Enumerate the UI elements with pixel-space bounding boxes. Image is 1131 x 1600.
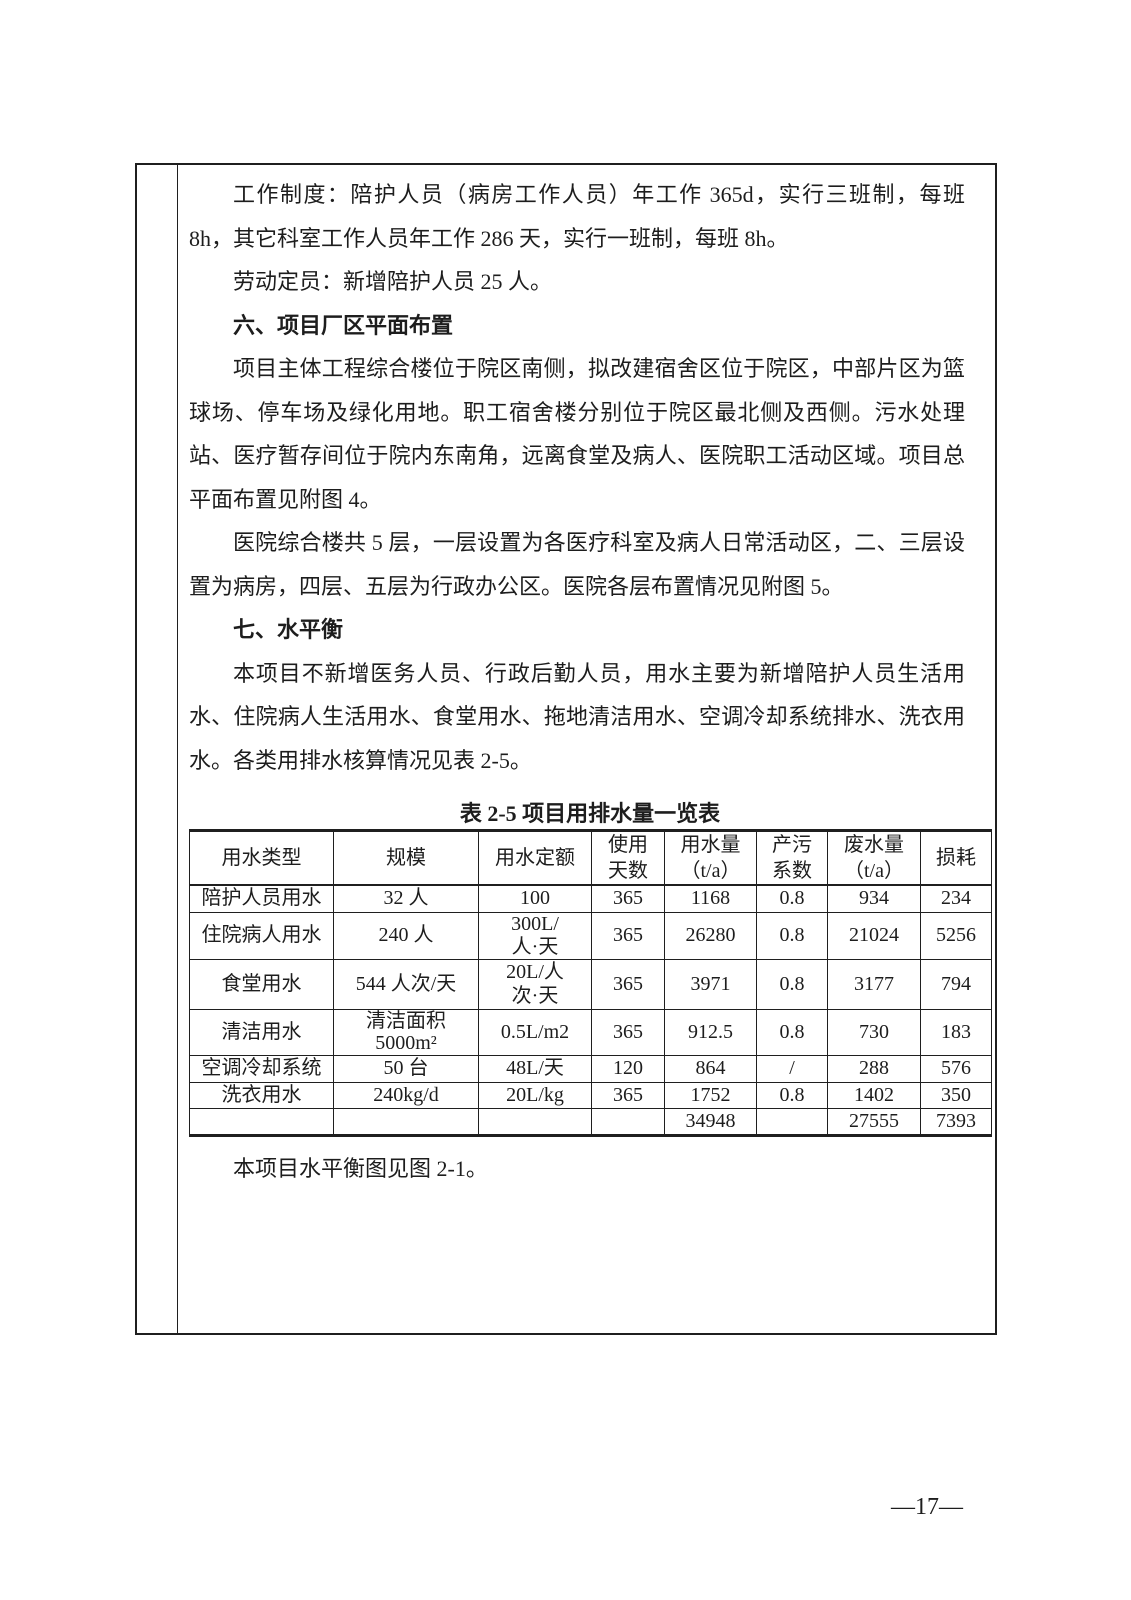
table-cell: 365 bbox=[591, 958, 665, 1010]
table-cell: 3971 bbox=[664, 958, 757, 1010]
table-cell: 50 台 bbox=[333, 1054, 479, 1083]
heading-section-seven: 七、水平衡 bbox=[233, 617, 344, 642]
table-header-cell-4: 用水量 （t/a） bbox=[664, 830, 757, 886]
table-cell: 0.8 bbox=[756, 911, 828, 960]
water-table-body: 陪护人员用水 32 人 100 365 1168 0.8 934 234 住院病人用水 240 人… bbox=[189, 884, 992, 1136]
table-row-4: 空调冷却系统 50 台 48L/天 120 864/288 576 bbox=[189, 1054, 992, 1083]
table-cell: 234 bbox=[920, 884, 992, 913]
table-cell: 0.8 bbox=[756, 884, 828, 913]
paragraph-site-layout-1: 项目主体工程综合楼位于院区南侧，拟改建宿舍区位于院区，中部片区为篮球场、停车场及… bbox=[189, 356, 965, 512]
table-cell: 240kg/d bbox=[333, 1081, 479, 1109]
table-cell: 27555 bbox=[827, 1107, 921, 1136]
table-header-cell-3: 使用 天数 bbox=[591, 830, 665, 886]
table-cell: 240 人 bbox=[333, 911, 479, 960]
paragraph-water-balance-note: 本项目水平衡图见图 2-1。 bbox=[233, 1155, 488, 1181]
table-row-2: 食堂用水 544 人次/天 20L/人 次·天 365 3971 0.8 3177 794 bbox=[189, 958, 992, 1010]
table-header-row: 用水类型 规模 用水定额 使用 天数 用水量 （t/a） 产污 系数 废水量 （t/a） 损耗 bbox=[189, 830, 992, 886]
table-row-1: 住院病人用水 240 人 300L/ 人·天 365 26280 0.8 21024 5256 bbox=[189, 911, 992, 960]
table-cell: 934 bbox=[827, 884, 921, 913]
table-cell: 288 bbox=[827, 1054, 921, 1083]
table-cell: 350 bbox=[920, 1081, 992, 1109]
paragraph-staffing: 劳动定员：新增陪护人员 25 人。 bbox=[233, 269, 553, 294]
table-cell: 1752 bbox=[664, 1081, 757, 1109]
table-cell: 26280 bbox=[664, 911, 757, 960]
table-cell: 0.8 bbox=[756, 1081, 828, 1109]
table-cell: 20L/kg bbox=[478, 1081, 592, 1109]
table-cell: 544 人次/天 bbox=[333, 958, 479, 1010]
table-cell: 365 bbox=[591, 884, 665, 913]
table-row-6: 34948 27555 7393 bbox=[189, 1107, 992, 1136]
table-cell: 365 bbox=[591, 1081, 665, 1109]
table-cell: / bbox=[756, 1054, 828, 1083]
table-cell: 864 bbox=[664, 1054, 757, 1083]
table-cell: 365 bbox=[591, 1008, 665, 1056]
table-cell: 365 bbox=[591, 911, 665, 960]
table-cell: 576 bbox=[920, 1054, 992, 1083]
table-cell: 清洁用水 bbox=[189, 1008, 334, 1056]
table-row-0: 陪护人员用水 32 人 100 365 1168 0.8 934 234 bbox=[189, 884, 992, 913]
table-cell bbox=[333, 1107, 479, 1136]
table-cell: 空调冷却系统 bbox=[189, 1054, 334, 1083]
content-border-box: 工作制度：陪护人员（病房工作人员）年工作 365d，实行三班制，每班 8h，其它… bbox=[135, 163, 997, 1335]
table-cell: 0.8 bbox=[756, 958, 828, 1010]
table-header-cell-5: 产污 系数 bbox=[756, 830, 828, 886]
paragraph-site-layout-2: 医院综合楼共 5 层，一层设置为各医疗科室及病人日常活动区，二、三层设置为病房，… bbox=[189, 530, 965, 599]
table-row-5: 洗衣用水 240kg/d 20L/kg 365 1752 0.8 1402 350 bbox=[189, 1081, 992, 1109]
table-cell: 住院病人用水 bbox=[189, 911, 334, 960]
table-header-cell-1: 规模 bbox=[333, 830, 479, 886]
table-cell: 48L/天 bbox=[478, 1054, 592, 1083]
table-cell: 300L/ 人·天 bbox=[478, 911, 592, 960]
table-cell: 食堂用水 bbox=[189, 958, 334, 1010]
table-cell: 183 bbox=[920, 1008, 992, 1056]
table-cell bbox=[189, 1107, 334, 1136]
table-header-cell-0: 用水类型 bbox=[189, 830, 334, 886]
table-cell bbox=[756, 1107, 828, 1136]
table-cell: 32 人 bbox=[333, 884, 479, 913]
table-cell: 120 bbox=[591, 1054, 665, 1083]
table-cell: 912.5 bbox=[664, 1008, 757, 1056]
table-cell: 1402 bbox=[827, 1081, 921, 1109]
table-cell: 794 bbox=[920, 958, 992, 1010]
table-cell: 7393 bbox=[920, 1107, 992, 1136]
table-cell: 洗衣用水 bbox=[189, 1081, 334, 1109]
table-header-cell-2: 用水定额 bbox=[478, 830, 592, 886]
table-cell bbox=[478, 1107, 592, 1136]
table-cell bbox=[591, 1107, 665, 1136]
text-block: 工作制度：陪护人员（病房工作人员）年工作 365d，实行三班制，每班 8h，其它… bbox=[189, 167, 965, 782]
table-title: 表 2-5 项目用排水量一览表 bbox=[459, 801, 721, 826]
table-cell: 34948 bbox=[664, 1107, 757, 1136]
table-cell: 100 bbox=[478, 884, 592, 913]
water-usage-table: 用水类型 规模 用水定额 使用 天数 用水量 （t/a） 产污 系数 废水量 （t/a） 损耗… bbox=[189, 829, 992, 1137]
paragraph-water-usage: 本项目不新增医务人员、行政后勤人员，用水主要为新增陪护人员生活用水、住院病人生活… bbox=[189, 660, 965, 773]
table-cell: 0.8 bbox=[756, 1008, 828, 1056]
table-cell: 1168 bbox=[664, 884, 757, 913]
page-number: —17— bbox=[891, 1494, 963, 1520]
table-cell: 陪护人员用水 bbox=[189, 884, 334, 913]
table-row-3: 清洁用水 清洁面积 5000m² 0.5L/m2 365 912.5 0.8 730 183 bbox=[189, 1008, 992, 1056]
table-cell: 730 bbox=[827, 1008, 921, 1056]
table-cell: 5256 bbox=[920, 911, 992, 960]
table-header-cell-6: 废水量 （t/a） bbox=[827, 830, 921, 886]
paragraph-work-schedule: 工作制度：陪护人员（病房工作人员）年工作 365d，实行三班制，每班 8h，其它… bbox=[189, 182, 965, 251]
heading-section-six: 六、项目厂区平面布置 bbox=[233, 312, 454, 338]
left-margin-divider bbox=[177, 165, 178, 1333]
table-cell: 3177 bbox=[827, 958, 921, 1010]
table-cell: 21024 bbox=[827, 911, 921, 960]
content-area: 工作制度：陪护人员（病房工作人员）年工作 365d，实行三班制，每班 8h，其它… bbox=[189, 167, 995, 1190]
table-cell: 0.5L/m2 bbox=[478, 1008, 592, 1056]
table-cell: 20L/人 次·天 bbox=[478, 958, 592, 1010]
table-header-cell-7: 损耗 bbox=[920, 830, 992, 886]
table-cell: 清洁面积 5000m² bbox=[333, 1008, 479, 1056]
